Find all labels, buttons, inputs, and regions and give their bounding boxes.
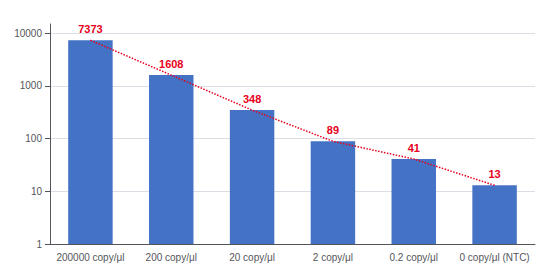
- svg-text:10000: 10000: [14, 28, 42, 39]
- svg-text:13: 13: [488, 168, 500, 180]
- svg-text:20 copy/μl: 20 copy/μl: [229, 252, 275, 263]
- svg-text:1608: 1608: [159, 58, 183, 70]
- svg-text:348: 348: [243, 93, 261, 105]
- svg-text:41: 41: [408, 142, 420, 154]
- svg-text:7373: 7373: [78, 23, 102, 35]
- svg-text:1: 1: [36, 239, 42, 250]
- svg-text:0.2 copy/μl: 0.2 copy/μl: [389, 252, 438, 263]
- svg-text:89: 89: [327, 124, 339, 136]
- svg-text:1000: 1000: [20, 80, 43, 91]
- svg-text:10: 10: [31, 186, 43, 197]
- svg-text:2 copy/μl: 2 copy/μl: [313, 252, 353, 263]
- svg-text:0 copy/μl (NTC): 0 copy/μl (NTC): [459, 252, 529, 263]
- svg-text:100: 100: [25, 133, 42, 144]
- svg-text:200 copy/μl: 200 copy/μl: [146, 252, 197, 263]
- svg-text:200000 copy/μl: 200000 copy/μl: [56, 252, 124, 263]
